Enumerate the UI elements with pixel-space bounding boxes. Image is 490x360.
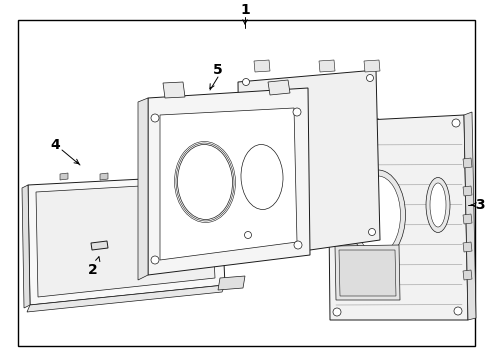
Polygon shape: [27, 285, 225, 312]
Ellipse shape: [350, 170, 406, 260]
Circle shape: [293, 108, 301, 116]
Polygon shape: [464, 112, 476, 320]
Text: 4: 4: [50, 138, 60, 152]
Text: 5: 5: [213, 63, 223, 77]
Circle shape: [151, 256, 159, 264]
Polygon shape: [148, 88, 310, 275]
Ellipse shape: [426, 177, 450, 233]
Polygon shape: [180, 173, 188, 180]
Polygon shape: [328, 115, 468, 320]
Text: 2: 2: [88, 263, 98, 277]
Circle shape: [368, 229, 375, 235]
Polygon shape: [138, 98, 148, 280]
Text: 1: 1: [240, 3, 250, 17]
Polygon shape: [100, 173, 108, 180]
Circle shape: [331, 126, 339, 134]
Polygon shape: [254, 60, 270, 72]
Polygon shape: [60, 173, 68, 180]
Circle shape: [151, 114, 159, 122]
Polygon shape: [140, 173, 148, 180]
Polygon shape: [364, 60, 380, 72]
Ellipse shape: [430, 183, 446, 227]
Text: 3: 3: [475, 198, 485, 212]
Polygon shape: [22, 185, 30, 308]
Circle shape: [367, 75, 373, 81]
Ellipse shape: [241, 144, 283, 210]
Circle shape: [294, 241, 302, 249]
Polygon shape: [238, 70, 380, 260]
Polygon shape: [463, 158, 472, 168]
Polygon shape: [163, 82, 185, 98]
Polygon shape: [335, 245, 400, 300]
Ellipse shape: [177, 144, 233, 220]
Ellipse shape: [356, 176, 400, 254]
Polygon shape: [463, 270, 472, 280]
Polygon shape: [463, 214, 472, 224]
Polygon shape: [463, 186, 472, 196]
Polygon shape: [319, 60, 335, 72]
Polygon shape: [463, 242, 472, 252]
Circle shape: [245, 231, 251, 239]
Polygon shape: [328, 108, 346, 122]
Circle shape: [454, 307, 462, 315]
Polygon shape: [218, 276, 245, 290]
Polygon shape: [339, 250, 396, 296]
Circle shape: [333, 308, 341, 316]
Circle shape: [452, 119, 460, 127]
Polygon shape: [28, 175, 225, 305]
Polygon shape: [91, 241, 108, 250]
Polygon shape: [36, 182, 215, 297]
Polygon shape: [160, 108, 297, 260]
Circle shape: [243, 78, 249, 86]
Polygon shape: [268, 80, 290, 95]
